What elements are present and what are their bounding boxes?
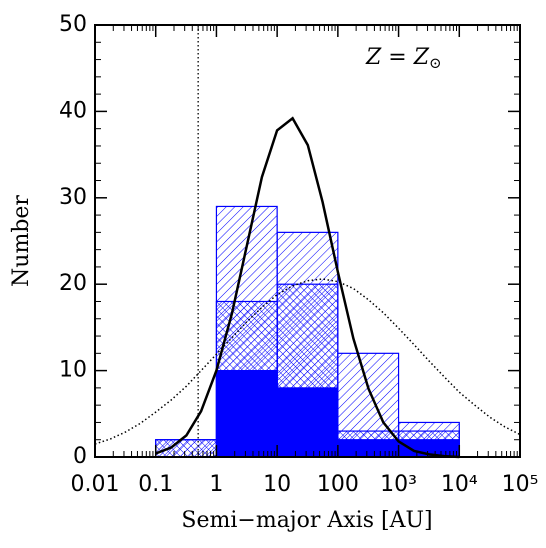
y-tick-label: 20 (59, 271, 87, 296)
plot-area (94, 25, 521, 459)
y-tick-label: 50 (59, 12, 87, 37)
x-tick-label: 100 (317, 472, 359, 497)
x-tick-label: 0.01 (71, 472, 120, 497)
x-tick-label: 10⁴ (441, 472, 478, 497)
y-tick-label: 10 (59, 358, 87, 383)
x-tick-label: 10⁵ (502, 472, 539, 497)
annotation-text: Z = Z (365, 45, 430, 70)
x-tick-label: 1 (209, 472, 223, 497)
x-tick-label: 10³ (380, 472, 417, 497)
histogram-bar (215, 370, 278, 458)
y-tick-label: 0 (73, 444, 87, 469)
y-tick-label: 30 (59, 185, 87, 210)
histogram-bar (276, 387, 339, 458)
curve (155, 116, 460, 459)
axes-frame (94, 24, 521, 458)
annotation-sub: ⊙ (429, 54, 442, 72)
y-axis-label: Number (9, 195, 34, 287)
x-axis-label: Semi−major Axis [AU] (181, 508, 432, 533)
x-tick-label: 0.1 (138, 472, 173, 497)
x-tick-label: 10 (263, 472, 291, 497)
y-tick-label: 40 (59, 98, 87, 123)
curve (94, 278, 521, 445)
annotation: Z = Z⊙ (365, 45, 442, 72)
